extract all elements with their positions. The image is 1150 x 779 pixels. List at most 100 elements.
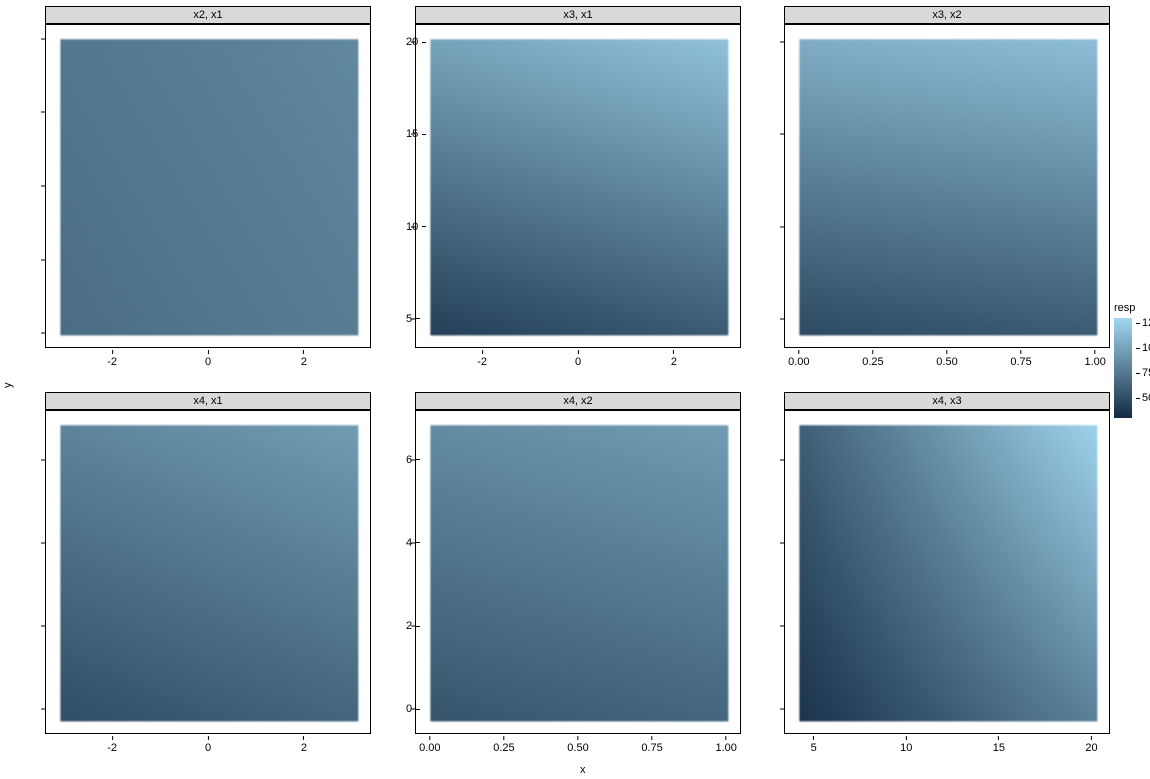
panel-plot (45, 24, 371, 348)
x-tick: 2 (301, 350, 307, 368)
legend-tick: 125 (1136, 317, 1150, 329)
x-tick-label: 10 (900, 742, 912, 754)
y-tick: 10 (406, 221, 778, 233)
x-tick: 0.50 (567, 736, 588, 754)
panel-strip: x4, x1 (45, 392, 371, 410)
y-tick-mark (780, 226, 784, 227)
x-tick-label: 15 (993, 742, 1005, 754)
tick-mark (208, 350, 209, 354)
tick-mark (112, 736, 113, 740)
panel-plot (784, 24, 1110, 348)
x-tick-label: -2 (477, 356, 487, 368)
heatmap-canvas (45, 24, 371, 348)
x-tick-label: 2 (301, 742, 307, 754)
x-tick: 2 (671, 350, 677, 368)
tick-mark (813, 736, 814, 740)
y-tick: 20 (0, 36, 409, 48)
x-tick-label: 20 (1085, 742, 1097, 754)
tick-mark (1091, 736, 1092, 740)
x-tick: 15 (993, 736, 1005, 754)
y-tick: 0.00 (0, 327, 39, 339)
tick-mark (503, 736, 504, 740)
legend-tick-label: 100 (1142, 342, 1150, 354)
tick-mark (577, 736, 578, 740)
x-tick-label: 0.50 (936, 356, 957, 368)
legend-tick-mark (1136, 398, 1140, 399)
x-tick: 5 (811, 736, 817, 754)
x-tick-label: 1.00 (1084, 356, 1105, 368)
x-tick-label: 2 (301, 356, 307, 368)
y-tick: 0.25 (0, 254, 39, 266)
x-tick-label: -2 (107, 742, 117, 754)
x-tick-label: 1.00 (715, 742, 736, 754)
y-tick: 5 (406, 313, 778, 325)
y-tick: 2 (406, 620, 778, 632)
legend-title: resp (1114, 302, 1150, 314)
x-tick: 1.00 (1084, 350, 1105, 368)
tick-mark (303, 736, 304, 740)
x-tick: 2 (301, 736, 307, 754)
x-tick-label: 0.50 (567, 742, 588, 754)
tick-mark (726, 736, 727, 740)
y-tick: 15 (406, 128, 778, 140)
y-tick: 2 (0, 620, 409, 632)
y-tick-mark (780, 42, 784, 43)
tick-mark (578, 350, 579, 354)
x-tick-label: 0.75 (641, 742, 662, 754)
y-tick-label: 5 (406, 313, 412, 325)
legend-tick: 75 (1136, 367, 1150, 379)
y-tick: 10 (0, 221, 409, 233)
x-tick: 0.50 (936, 350, 957, 368)
x-tick: -2 (107, 350, 117, 368)
tick-mark (998, 736, 999, 740)
panel-strip: x2, x1 (45, 6, 371, 24)
x-tick: 0.00 (788, 350, 809, 368)
facet-heatmap-figure: yxx2, x1-2020.000.250.500.751.00x3, x1-2… (0, 0, 1150, 779)
heatmap-canvas (784, 24, 1110, 348)
x-tick: 10 (900, 736, 912, 754)
tick-mark (1095, 350, 1096, 354)
x-tick-label: 0.25 (862, 356, 883, 368)
heatmap-canvas (415, 24, 741, 348)
y-tick: 0 (406, 703, 778, 715)
x-tick-label: 0 (205, 742, 211, 754)
x-tick: 0 (205, 736, 211, 754)
y-tick-label: 20 (406, 36, 418, 48)
tick-mark (1021, 350, 1022, 354)
x-tick: 20 (1085, 736, 1097, 754)
y-tick: 0 (0, 703, 409, 715)
x-tick: 0.25 (862, 350, 883, 368)
y-tick: 15 (0, 128, 409, 140)
y-tick-label: 10 (406, 221, 418, 233)
x-tick-label: 0.25 (493, 742, 514, 754)
tick-mark (416, 459, 420, 460)
panel-strip: x3, x2 (784, 6, 1110, 24)
x-tick-label: 0 (205, 356, 211, 368)
y-tick-mark (780, 626, 784, 627)
color-legend: resp 50 75 100 125 (1114, 302, 1150, 418)
x-tick: 0.25 (493, 736, 514, 754)
tick-mark (422, 134, 426, 135)
x-tick-label: 0.75 (1010, 356, 1031, 368)
tick-mark (416, 542, 420, 543)
x-tick-label: 5 (811, 742, 817, 754)
tick-mark (429, 736, 430, 740)
heatmap-canvas (784, 410, 1110, 734)
y-tick-mark (780, 459, 784, 460)
panel-plot (415, 24, 741, 348)
x-tick-label: 2 (671, 356, 677, 368)
y-tick-label: 4 (406, 537, 412, 549)
legend-ticks: 50 75 100 125 (1136, 318, 1150, 418)
x-tick: 0 (205, 350, 211, 368)
x-tick-label: -2 (107, 356, 117, 368)
y-tick: 20 (406, 36, 778, 48)
legend-color-bar (1114, 318, 1132, 418)
panel-strip: x3, x1 (415, 6, 741, 24)
y-tick: 0.50 (0, 180, 39, 192)
legend-tick: 50 (1136, 392, 1150, 404)
tick-mark (416, 318, 420, 319)
x-tick: 0.75 (1010, 350, 1031, 368)
y-tick: 6 (0, 454, 409, 466)
x-tick: -2 (107, 736, 117, 754)
y-tick: 4 (0, 537, 409, 549)
